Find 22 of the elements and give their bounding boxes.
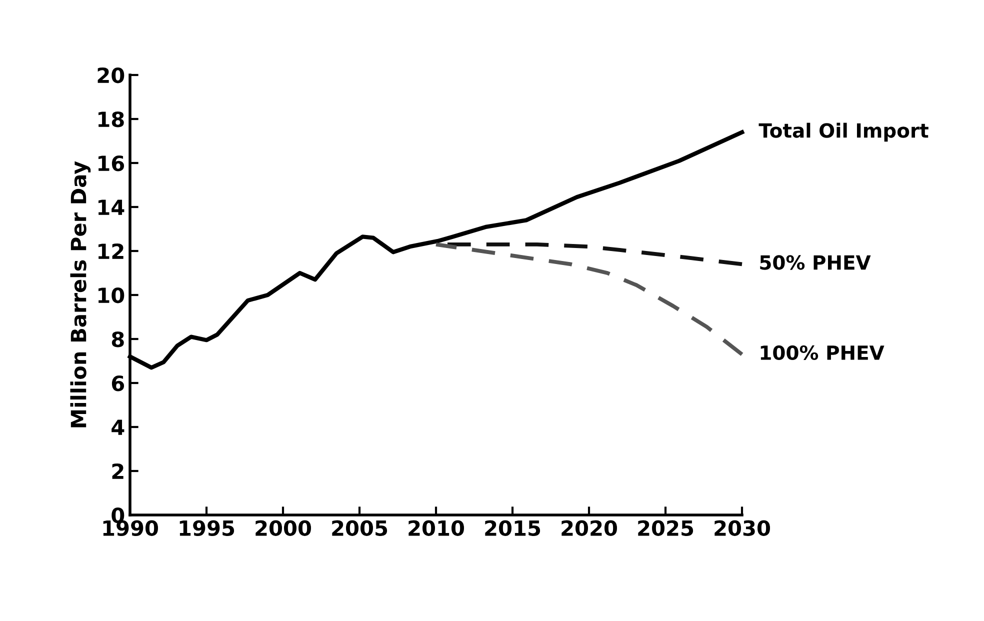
y-tick-label: 10 bbox=[98, 287, 124, 304]
y-axis-title: Million Barrels Per Day bbox=[70, 161, 91, 428]
y-tick-label: 20 bbox=[98, 67, 124, 84]
y-tick-label: 18 bbox=[98, 111, 124, 128]
x-tick-label: 2020 bbox=[562, 520, 617, 536]
series-label: 100% PHEV bbox=[760, 345, 884, 360]
x-tick-label: 2005 bbox=[332, 520, 388, 536]
y-tick-label: 16 bbox=[98, 155, 124, 172]
series-label: Total Oil Import bbox=[758, 122, 928, 142]
y-tick-label: 8 bbox=[112, 331, 124, 348]
y-tick-label: 14 bbox=[98, 200, 124, 215]
y-tick-label: 2 bbox=[112, 463, 124, 479]
series-label: 50% PHEV bbox=[760, 255, 871, 270]
x-tick-label: 2015 bbox=[485, 520, 540, 536]
x-tick-label: 2025 bbox=[638, 520, 694, 536]
y-tick-label: 12 bbox=[98, 243, 124, 259]
x-tick-label: 2000 bbox=[256, 520, 311, 536]
x-tick-label: 2030 bbox=[714, 520, 770, 536]
x-tick-label: 1995 bbox=[180, 520, 234, 536]
x-tick-label: 2010 bbox=[408, 520, 464, 536]
y-tick-label: 4 bbox=[112, 420, 124, 435]
y-tick-label: 6 bbox=[112, 375, 124, 392]
